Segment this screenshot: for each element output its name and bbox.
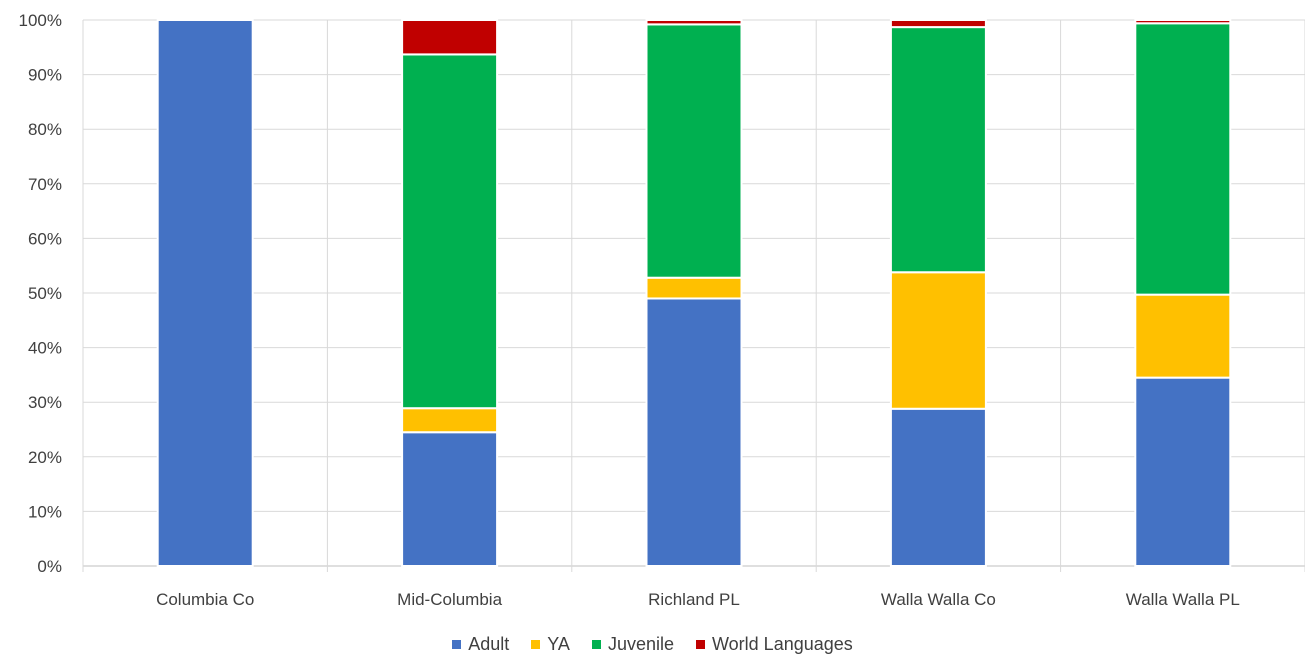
y-tick-label: 20% xyxy=(28,448,62,467)
x-tick-label: Mid-Columbia xyxy=(397,590,502,609)
bars xyxy=(156,19,1232,568)
y-tick-label: 10% xyxy=(28,502,62,521)
bar-segment-adult xyxy=(401,431,499,568)
legend-item: World Languages xyxy=(696,634,853,655)
legend-label: Adult xyxy=(468,634,510,654)
legend-swatch xyxy=(452,640,462,649)
legend-label: YA xyxy=(547,634,570,654)
y-tick-label: 60% xyxy=(28,229,62,248)
bar-segment-adult xyxy=(156,19,254,567)
legend-item: YA xyxy=(531,634,570,655)
x-tick-label: Richland PL xyxy=(648,590,740,609)
y-tick-label: 40% xyxy=(28,339,62,358)
legend-label: World Languages xyxy=(712,634,853,654)
bar-segment-juvenile xyxy=(401,53,499,410)
stacked-bar-chart: 0% 10% 20% 30% 40% 50% 60% 70% 80% 90% 100% Columb… xyxy=(19,11,1305,609)
y-tick-label: 90% xyxy=(28,66,62,85)
y-tick-label: 80% xyxy=(28,120,62,139)
legend: Adult YA Juvenile World Languages xyxy=(0,634,1305,655)
x-tick-label: Columbia Co xyxy=(156,590,254,609)
bar-segment-adult xyxy=(889,407,987,568)
x-tick-label: Walla Walla Co xyxy=(881,590,996,609)
bar-segment-ya xyxy=(1134,293,1232,379)
legend-item: Juvenile xyxy=(591,634,674,655)
bar-segment-world-languages xyxy=(401,19,499,56)
legend-swatch xyxy=(591,640,601,649)
x-tick-label: Walla Walla PL xyxy=(1126,590,1240,609)
x-axis-ticks: Columbia Co Mid-Columbia Richland PL Walla … xyxy=(156,590,1240,609)
bar-segment-juvenile xyxy=(1134,22,1232,296)
y-tick-label: 70% xyxy=(28,175,62,194)
bar-segment-ya xyxy=(889,271,987,410)
y-axis-ticks: 0% 10% 20% 30% 40% 50% 60% 70% 80% 90% 100% xyxy=(19,11,62,576)
bar-segment-adult xyxy=(1134,376,1232,567)
bar-segment-juvenile xyxy=(645,23,743,279)
bar-segment-juvenile xyxy=(889,26,987,274)
bar-segment-world-languages xyxy=(889,19,987,29)
legend-label: Juvenile xyxy=(607,634,674,654)
bar-segment-world-languages xyxy=(1134,19,1232,25)
y-tick-label: 0% xyxy=(37,557,62,576)
bar-segment-ya xyxy=(645,276,743,300)
bar-segment-world-languages xyxy=(645,19,743,26)
bar-segment-adult xyxy=(645,297,743,567)
legend-item: Adult xyxy=(452,634,509,655)
y-tick-label: 50% xyxy=(28,284,62,303)
y-tick-label: 100% xyxy=(19,11,62,30)
y-tick-label: 30% xyxy=(28,393,62,412)
bar-segment-ya xyxy=(401,407,499,434)
legend-swatch xyxy=(531,640,541,649)
legend-swatch xyxy=(696,640,705,649)
